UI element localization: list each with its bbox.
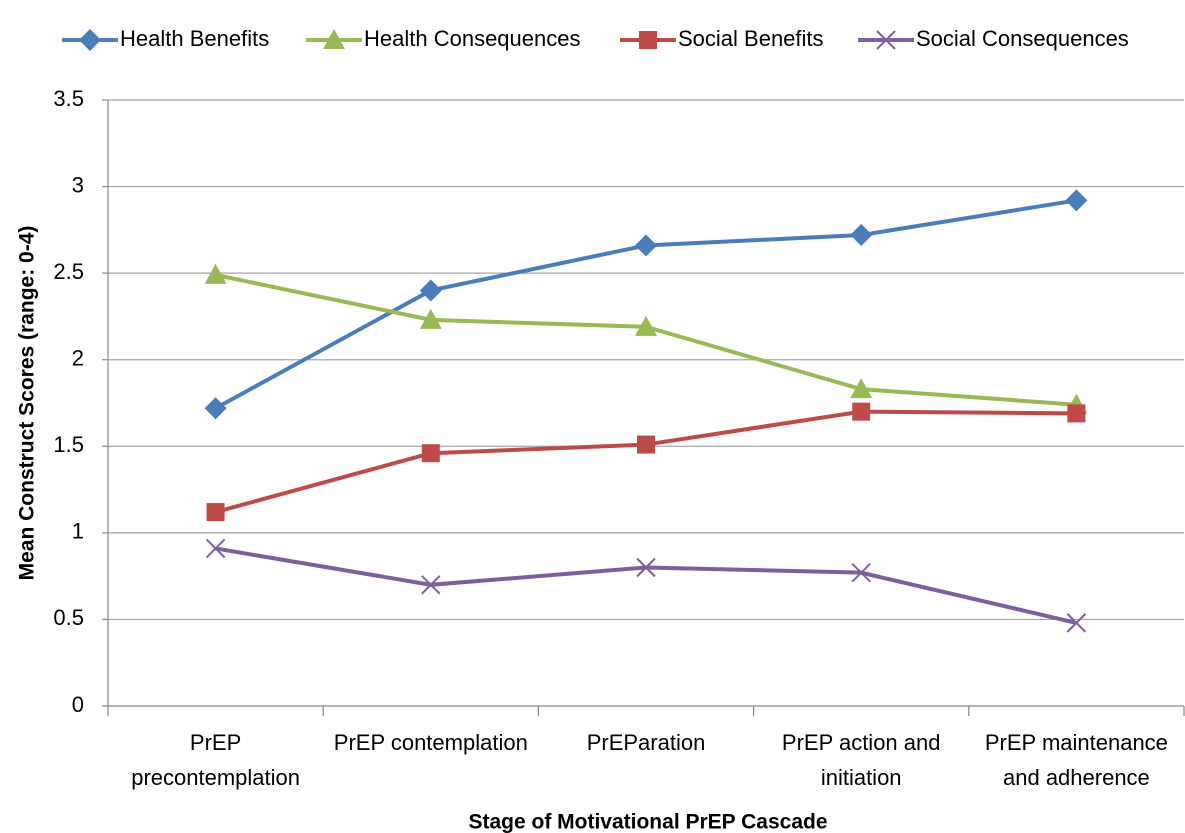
x-tick-label: PrEP action and initiation: [782, 730, 941, 790]
point: [635, 315, 657, 336]
legend-label: Health Benefits: [120, 26, 269, 51]
point: [421, 444, 440, 463]
point: [419, 279, 442, 302]
y-tick-label: 0.5: [53, 605, 84, 630]
series: [206, 402, 1086, 522]
point: [876, 30, 896, 50]
point: [205, 538, 226, 559]
point: [852, 402, 871, 421]
point: [323, 29, 345, 49]
y-tick-label: 1: [72, 519, 84, 544]
point: [1065, 189, 1088, 212]
y-tick-label: 2.5: [53, 259, 84, 284]
x-tick-label: PrEP precontemplation: [131, 730, 300, 790]
line: [215, 409, 1077, 515]
point: [637, 435, 655, 454]
series: [204, 189, 1088, 420]
x-tick-label: PrEParation: [587, 730, 706, 755]
point: [1066, 613, 1087, 633]
point: [851, 562, 871, 583]
point: [206, 503, 225, 522]
point: [1067, 404, 1086, 423]
y-tick-label: 1.5: [53, 432, 84, 457]
series: [204, 263, 1088, 414]
point: [850, 378, 873, 399]
line: [215, 546, 1077, 625]
y-tick-label: 3.5: [53, 86, 84, 111]
line: [214, 198, 1077, 410]
x-axis-title: Stage of Motivational PrEP Cascade: [468, 811, 827, 833]
point: [204, 263, 227, 284]
point: [635, 234, 657, 257]
y-tick-label: 2: [72, 346, 84, 371]
point: [421, 575, 441, 595]
legend-label: Social Benefits: [678, 26, 824, 51]
y-axis-title: Mean Construct Scores (range: 0-4): [16, 226, 39, 581]
y-tick-label: 0: [72, 692, 84, 717]
legend-label: Health Consequences: [364, 26, 580, 51]
point: [419, 308, 442, 329]
legend-label: Social Consequences: [916, 26, 1129, 51]
point: [204, 397, 227, 420]
x-tick-label: PrEP contemplation: [334, 730, 528, 755]
point: [850, 224, 873, 247]
point: [636, 557, 656, 578]
point: [639, 31, 657, 49]
point: [79, 29, 101, 51]
series: [205, 538, 1087, 633]
y-tick-label: 3: [72, 172, 84, 197]
x-tick-label: PrEP maintenance and adherence: [985, 730, 1168, 790]
